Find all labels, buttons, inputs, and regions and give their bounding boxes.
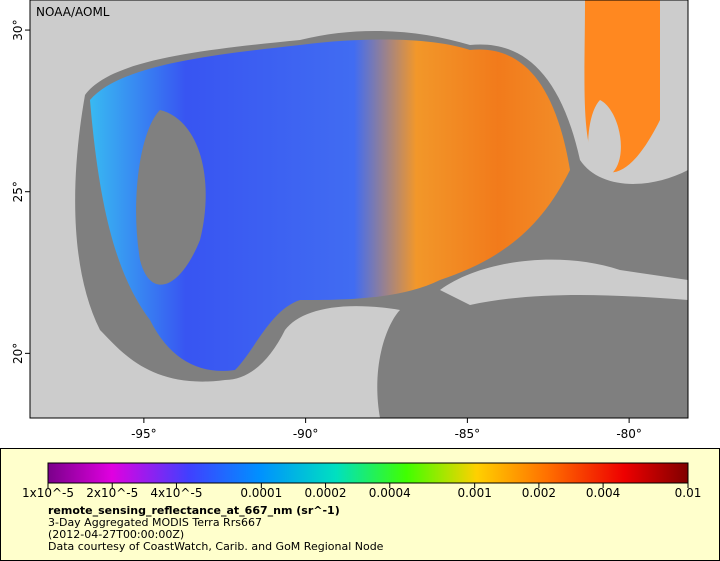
cuba — [440, 259, 688, 305]
legend-time: (2012-04-27T00:00:00Z) — [48, 528, 184, 541]
colorbar-tick-label: 0.004 — [586, 486, 620, 500]
map-area: NOAA/AOML — [29, 0, 689, 419]
y-tick-label: 25° — [11, 181, 25, 202]
colorbar-tick-label: 0.01 — [675, 486, 702, 500]
colorbar-tick-label: 2x10^-5 — [86, 486, 138, 500]
legend-variable: remote_sensing_reflectance_at_667_nm (sr… — [48, 504, 340, 517]
colorbar-tick-label: 0.0004 — [369, 486, 411, 500]
legend-credit: Data courtesy of CoastWatch, Carib. and … — [48, 540, 384, 553]
colorbar-tick-label: 0.002 — [522, 486, 556, 500]
x-tick-label: -85° — [455, 427, 481, 441]
legend-dataset: 3-Day Aggregated MODIS Terra Rrs667 — [48, 516, 262, 529]
colorbar-tick-label: 0.001 — [457, 486, 491, 500]
data-field — [90, 39, 570, 371]
no-data-patch — [136, 110, 206, 285]
y-tick-label: 20° — [11, 343, 25, 364]
colorbar-tick-label: 1x10^-5 — [22, 486, 74, 500]
colorbar — [47, 462, 689, 484]
x-tick-label: -80° — [616, 427, 642, 441]
x-tick-label: -90° — [293, 427, 319, 441]
map-frame — [29, 0, 689, 419]
map-title: NOAA/AOML — [36, 5, 110, 19]
x-tick-label: -95° — [131, 427, 157, 441]
colorbar-tick-label: 0.0001 — [240, 486, 282, 500]
florida — [588, 100, 621, 175]
y-tick-label: 30° — [11, 19, 25, 40]
colorbar-tick-label: 4x10^-5 — [150, 486, 202, 500]
colorbar-tick-label: 0.0002 — [305, 486, 347, 500]
